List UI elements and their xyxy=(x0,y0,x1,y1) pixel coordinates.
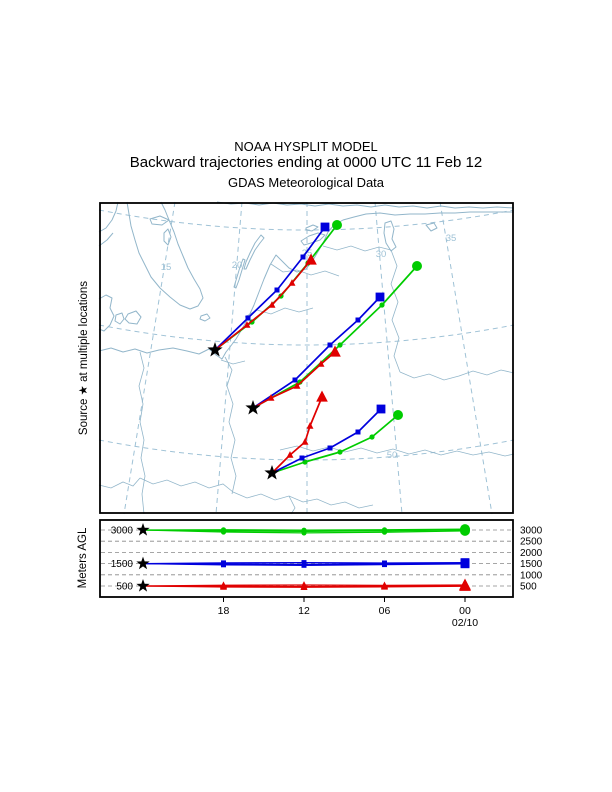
time-tick-label: 00 xyxy=(459,605,471,617)
met-data-title: GDAS Meteorological Data xyxy=(227,175,385,190)
map-grid-labels: 15 20 25 30 35 50 xyxy=(161,233,457,461)
date-label: 02/10 xyxy=(452,617,478,629)
trajectory-500m-src2 xyxy=(252,345,341,409)
trajectory-1500m-src3 xyxy=(271,404,386,474)
profile-source-star-icon xyxy=(136,523,150,536)
height-tick-label: 500 xyxy=(520,582,537,593)
trajectory-500m-src3 xyxy=(271,390,328,474)
time-tick-label: 18 xyxy=(218,605,230,617)
time-tick-label: 06 xyxy=(379,605,391,617)
height-tick-label: 1000 xyxy=(520,570,543,581)
trajectory-1500m-src2 xyxy=(252,292,385,409)
profile-gridlines xyxy=(101,529,512,587)
profile-500m-src3 xyxy=(142,579,471,591)
trajectory-3000m-src3 xyxy=(271,410,403,474)
source-star-icon xyxy=(264,465,280,480)
profile-3000m-src3 xyxy=(142,525,470,536)
source-star-icon xyxy=(245,400,261,415)
profile-x-ticks xyxy=(223,597,466,602)
map-coastlines xyxy=(98,201,515,360)
map-frame xyxy=(99,202,514,514)
profile-500m-src2 xyxy=(142,578,471,590)
graticule-label: 20 xyxy=(232,260,243,271)
profile-1500m-src3 xyxy=(142,559,470,569)
height-tick-label: 1500 xyxy=(520,559,543,570)
trajectory-map: 15 20 25 30 35 50 xyxy=(98,201,515,515)
trajectory-title: Backward trajectories ending at 0000 UTC… xyxy=(129,154,483,171)
source-star-icon xyxy=(207,342,223,357)
graticule-label: 25 xyxy=(302,248,313,259)
trajectory-500m-src1 xyxy=(214,253,317,351)
graticule-label: 50 xyxy=(387,450,398,461)
source-locations-label: Source ★ at multiple locations xyxy=(78,280,90,436)
source-level-label: 500 xyxy=(116,582,133,593)
profile-left-labels: 3000 1500 500 xyxy=(111,526,134,593)
graticule-label: 15 xyxy=(161,262,172,273)
height-tick-label: 3000 xyxy=(520,526,543,537)
model-title: NOAA HYSPLIT MODEL xyxy=(234,139,378,154)
height-tick-label: 2500 xyxy=(520,537,543,548)
graticule-label: 35 xyxy=(446,233,457,244)
profile-source-star-icon xyxy=(136,556,150,570)
source-level-label: 3000 xyxy=(111,526,134,537)
profile-frame xyxy=(99,519,514,598)
height-tick-label: 2000 xyxy=(520,548,543,559)
time-tick-label: 12 xyxy=(298,605,310,617)
source-level-label: 1500 xyxy=(111,559,134,570)
meters-agl-label: Meters AGL xyxy=(77,527,89,589)
trajectory-3000m-src2 xyxy=(252,261,422,409)
profile-source-star-icon xyxy=(136,579,150,592)
trajectory-1500m-src1 xyxy=(214,222,330,351)
graticule-label: 30 xyxy=(376,249,387,260)
map-borders xyxy=(98,245,515,515)
